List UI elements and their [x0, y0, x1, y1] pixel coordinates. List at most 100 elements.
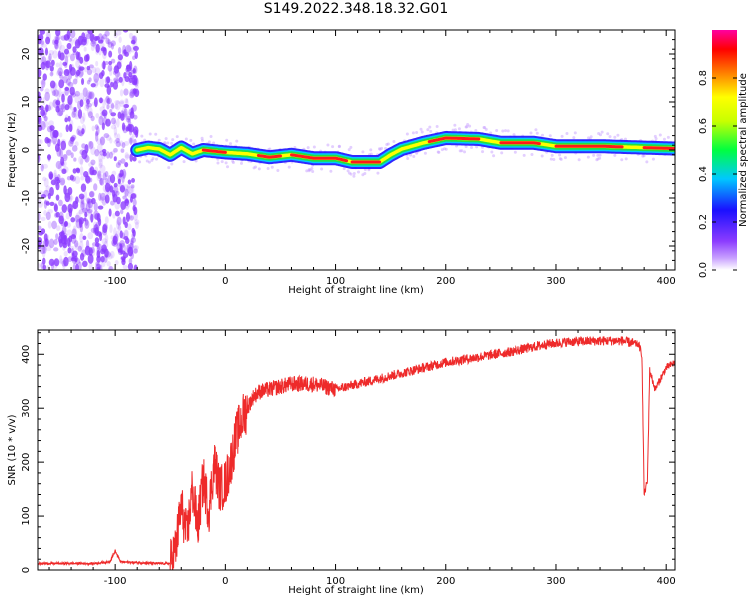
colorbar-tick-label: 0.6: [698, 118, 709, 134]
noise-speck: [56, 98, 60, 108]
noise-speck: [84, 143, 89, 154]
noise-speck: [126, 115, 132, 121]
noise-speck: [59, 132, 63, 138]
halo-speck: [549, 157, 553, 161]
noise-speck: [46, 138, 51, 143]
halo-speck: [534, 128, 538, 132]
halo-speck: [349, 145, 353, 149]
noise-speck: [74, 242, 79, 251]
noise-speck: [99, 77, 105, 88]
noise-speck: [119, 184, 126, 193]
noise-speck: [118, 76, 123, 83]
noise-speck: [42, 97, 46, 106]
halo-speck: [224, 161, 228, 165]
noise-speck: [85, 33, 91, 40]
noise-speck: [52, 81, 58, 92]
noise-speck: [42, 264, 47, 270]
halo-speck: [369, 148, 373, 152]
noise-speck: [42, 176, 47, 182]
noise-speck: [127, 179, 132, 185]
noise-speck: [115, 219, 120, 230]
halo-speck: [572, 136, 576, 140]
halo-speck: [182, 160, 186, 164]
halo-speck: [415, 131, 419, 135]
noise-speck: [114, 99, 121, 105]
noise-speck: [70, 234, 77, 244]
noise-speck: [99, 192, 106, 201]
noise-speck: [96, 255, 101, 263]
noise-speck: [115, 230, 120, 239]
noise-speck: [67, 103, 72, 108]
noise-speck: [68, 37, 72, 42]
noise-speck: [132, 68, 136, 74]
noise-speck: [121, 257, 126, 263]
noise-speck: [72, 250, 78, 258]
halo-speck: [436, 150, 440, 154]
halo-speck: [175, 135, 179, 139]
noise-speck: [89, 141, 94, 149]
noise-speck: [91, 66, 97, 74]
halo-speck: [166, 141, 170, 145]
noise-speck: [97, 170, 102, 180]
noise-speck: [69, 64, 74, 71]
noise-speck: [102, 49, 107, 60]
noise-speck: [68, 195, 74, 201]
noise-speck: [129, 153, 133, 162]
noise-speck: [38, 115, 42, 125]
noise-speck: [61, 93, 65, 103]
noise-speck: [121, 168, 127, 179]
halo-speck: [606, 132, 610, 136]
noise-speck: [85, 95, 90, 103]
noise-speck: [85, 90, 92, 100]
noise-speck: [43, 200, 50, 205]
halo-speck: [225, 138, 229, 142]
noise-speck: [59, 52, 65, 61]
noise-speck: [55, 36, 59, 47]
noise-speck: [117, 225, 122, 232]
halo-speck: [451, 128, 455, 132]
noise-speck: [95, 113, 100, 119]
noise-speck: [109, 185, 114, 193]
noise-speck: [117, 54, 123, 61]
noise-speck: [134, 219, 140, 225]
noise-speck: [67, 71, 73, 80]
noise-speck: [132, 55, 136, 61]
noise-speck: [119, 230, 123, 239]
noise-speck: [75, 59, 80, 69]
noise-speck: [60, 140, 67, 151]
halo-speck: [154, 157, 158, 161]
halo-speck: [420, 130, 424, 134]
noise-speck: [95, 60, 99, 67]
noise-speck: [73, 157, 77, 162]
noise-speck: [66, 30, 71, 40]
snr-ytick-label: 400: [21, 345, 32, 364]
noise-speck: [87, 253, 94, 264]
noise-speck: [105, 177, 109, 185]
noise-speck: [62, 242, 68, 249]
noise-speck: [129, 110, 135, 119]
noise-speck: [109, 224, 113, 234]
noise-speck: [117, 173, 122, 182]
noise-speck: [135, 84, 139, 90]
halo-speck: [466, 122, 470, 126]
noise-speck: [47, 209, 53, 214]
noise-speck: [74, 255, 78, 263]
noise-speck: [60, 222, 65, 227]
noise-speck: [65, 124, 70, 133]
noise-speck: [90, 40, 97, 47]
noise-speck: [113, 77, 119, 82]
noise-speck: [76, 168, 81, 174]
noise-speck: [112, 185, 119, 195]
halo-speck: [184, 137, 188, 141]
halo-speck: [535, 131, 539, 135]
noise-speck: [64, 117, 68, 123]
noise-speck: [127, 186, 134, 195]
halo-speck: [226, 165, 230, 169]
halo-speck: [392, 139, 396, 143]
noise-speck: [63, 250, 68, 257]
noise-speck: [106, 151, 110, 159]
noise-speck: [98, 115, 104, 126]
snr-xtick-label: 100: [326, 576, 345, 587]
halo-speck: [287, 165, 291, 169]
